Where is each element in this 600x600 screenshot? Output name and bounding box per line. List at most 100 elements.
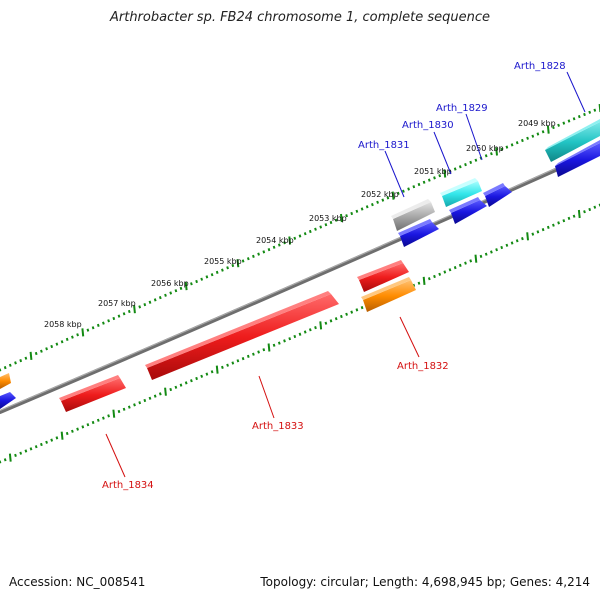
cds-arth-1833[interactable]	[147, 294, 339, 380]
ruler-outer-minor-tick	[60, 340, 64, 344]
ruler-outer-major-tick	[495, 147, 498, 156]
ruler-inner-minor-tick	[536, 230, 540, 234]
scale-label-2058: 2058 kbp	[44, 320, 82, 329]
ruler-inner-minor-tick	[593, 205, 597, 209]
ruler-inner-major-tick	[474, 254, 478, 263]
ruler-inner-minor-tick	[122, 407, 126, 411]
gene-label-arth-1834[interactable]: Arth_1834	[102, 480, 154, 491]
scale-label-2049: 2049 kbp	[518, 119, 556, 128]
ruler-outer-minor-tick	[267, 248, 271, 252]
ruler-inner-minor-tick	[469, 259, 473, 263]
ruler-inner-minor-tick	[91, 420, 95, 425]
ruler-inner-minor-tick	[453, 266, 457, 270]
ruler-inner-minor-tick	[443, 270, 447, 274]
ruler-outer-minor-tick	[314, 227, 317, 231]
ruler-outer-minor-tick	[24, 356, 28, 360]
gene-label-arth-1828[interactable]: Arth_1828	[514, 61, 566, 72]
ruler-outer-minor-tick	[215, 270, 219, 274]
cds-left-partial[interactable]	[0, 392, 16, 409]
ruler-inner-major-tick	[164, 387, 167, 396]
ruler-outer-minor-tick	[402, 189, 405, 193]
ruler-outer-minor-tick	[474, 158, 478, 162]
ruler-inner-minor-tick	[3, 458, 7, 462]
leader-arth-1829	[465, 113, 483, 161]
ruler-inner-minor-tick	[350, 310, 354, 314]
ruler-inner-major-tick	[577, 209, 581, 219]
ruler-inner-major-tick	[215, 365, 219, 374]
ruler-outer-minor-tick	[557, 123, 560, 127]
ruler-inner-minor-tick	[479, 254, 483, 258]
ruler-outer-minor-tick	[381, 198, 385, 202]
ruler-inner-minor-tick	[143, 398, 147, 403]
cds-arth-1831[interactable]	[400, 222, 439, 247]
cds-arth-1834[interactable]	[61, 378, 126, 412]
leader-arth-1830	[433, 131, 452, 175]
scale-label-2052: 2052 kbp	[361, 190, 399, 199]
gene-feature-cyan[interactable]	[442, 181, 482, 207]
ruler-outer-minor-tick	[526, 136, 529, 140]
gene-label-arth-1830[interactable]: Arth_1830	[402, 120, 454, 131]
ruler-outer-minor-tick	[360, 207, 364, 211]
cds-arth-1829[interactable]	[485, 186, 512, 207]
ruler-inner-minor-tick	[14, 453, 17, 457]
ruler-outer-minor-tick	[277, 243, 281, 247]
cds-arth-1833-top	[145, 291, 331, 368]
gene-label-arth-1829[interactable]: Arth_1829	[436, 103, 488, 114]
cds-arth-1828[interactable]	[555, 143, 600, 177]
cds-arth-1832[interactable]	[359, 263, 409, 292]
leader-arth-1828	[566, 71, 586, 113]
ruler-outer-minor-tick	[329, 220, 333, 225]
ruler-outer-minor-tick	[55, 342, 59, 346]
gene-feature-teal[interactable]	[545, 122, 600, 162]
ruler-inner-minor-tick	[96, 418, 100, 422]
chromosome-backbone	[0, 148, 600, 414]
gene-feature-orange-left[interactable]	[0, 373, 11, 389]
ruler-inner-minor-tick	[417, 281, 421, 285]
ruler-outer-minor-tick	[350, 211, 354, 216]
ruler-outer-minor-tick	[541, 130, 545, 134]
ruler-inner-minor-tick	[298, 332, 302, 336]
ruler-outer-minor-tick	[567, 119, 571, 123]
ruler-outer-minor-tick	[91, 326, 95, 330]
scale-label-2057: 2057 kbp	[98, 299, 136, 308]
ruler-outer-major-tick	[340, 213, 343, 223]
ruler-inner-major-tick	[422, 276, 426, 285]
ruler-outer-minor-tick	[355, 209, 359, 213]
ruler-inner-minor-tick	[505, 243, 509, 247]
ruler-outer-minor-tick	[386, 196, 390, 200]
ruler-outer-minor-tick	[422, 180, 426, 184]
ruler-outer-minor-tick	[96, 323, 100, 327]
ruler-inner-minor-tick	[546, 225, 550, 229]
gene-feature-orange[interactable]	[363, 280, 416, 312]
ruler-outer-minor-tick	[112, 316, 116, 321]
ruler-outer-minor-tick	[257, 252, 260, 256]
ruler-outer-minor-tick	[464, 163, 467, 167]
ruler-outer-minor-tick	[588, 110, 592, 114]
ruler-outer-minor-tick	[34, 351, 38, 356]
ruler-outer-minor-tick	[319, 225, 323, 229]
gene-label-arth-1833[interactable]: Arth_1833	[252, 421, 304, 432]
ruler-inner-minor-tick	[360, 306, 364, 310]
ruler-inner-minor-tick	[174, 385, 178, 389]
ruler-outer-minor-tick	[562, 121, 566, 125]
ruler-outer-minor-tick	[169, 291, 173, 295]
ruler-inner-minor-tick	[40, 442, 43, 447]
ruler-inner-minor-tick	[515, 239, 519, 243]
gene-label-arth-1832[interactable]: Arth_1832	[397, 361, 449, 372]
gene-feature-teal-top	[545, 119, 600, 150]
ruler-outer-minor-tick	[324, 223, 328, 227]
ruler-inner-minor-tick	[334, 317, 338, 321]
ruler-inner-minor-tick	[24, 449, 28, 453]
ruler-outer-minor-tick	[345, 214, 348, 218]
ruler-outer-minor-tick	[40, 349, 43, 353]
ruler-inner-minor-tick	[86, 423, 90, 427]
ruler-outer-minor-tick	[164, 293, 167, 297]
ruler-inner-minor-tick	[288, 337, 292, 341]
ruler-inner-minor-tick	[314, 326, 317, 330]
gene-label-arth-1831[interactable]: Arth_1831	[358, 140, 410, 151]
cds-arth-1830[interactable]	[451, 200, 487, 224]
ruler-inner-minor-tick	[81, 425, 85, 429]
ruler-inner-minor-tick	[148, 396, 152, 400]
gene-feature-grey[interactable]	[393, 202, 435, 231]
